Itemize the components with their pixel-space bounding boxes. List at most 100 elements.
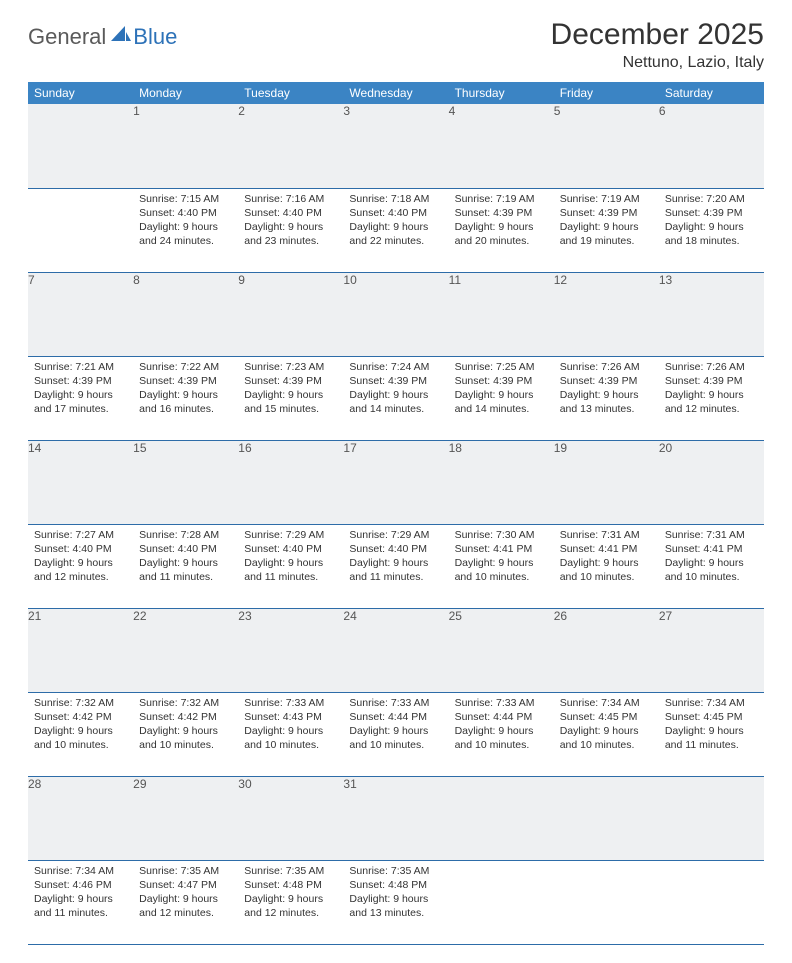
day-number-cell: 29 [133, 776, 238, 860]
day-number-cell: 9 [238, 272, 343, 356]
day-number-cell: 11 [449, 272, 554, 356]
day-number-cell: 1 [133, 104, 238, 188]
day-detail-text: Sunrise: 7:32 AMSunset: 4:42 PMDaylight:… [28, 693, 133, 759]
day-detail-cell: Sunrise: 7:33 AMSunset: 4:44 PMDaylight:… [343, 692, 448, 776]
day-number-cell [449, 776, 554, 860]
day-detail-row: Sunrise: 7:34 AMSunset: 4:46 PMDaylight:… [28, 860, 764, 944]
day-number-cell: 23 [238, 608, 343, 692]
day-number-row: 78910111213 [28, 272, 764, 356]
day-number-cell: 18 [449, 440, 554, 524]
day-detail-text: Sunrise: 7:29 AMSunset: 4:40 PMDaylight:… [343, 525, 448, 591]
day-number-cell: 14 [28, 440, 133, 524]
day-detail-cell: Sunrise: 7:27 AMSunset: 4:40 PMDaylight:… [28, 524, 133, 608]
day-number-cell: 7 [28, 272, 133, 356]
day-number-cell [659, 776, 764, 860]
calendar-table: SundayMondayTuesdayWednesdayThursdayFrid… [28, 82, 764, 945]
day-number-cell: 20 [659, 440, 764, 524]
day-detail-text: Sunrise: 7:35 AMSunset: 4:48 PMDaylight:… [238, 861, 343, 927]
day-detail-cell: Sunrise: 7:26 AMSunset: 4:39 PMDaylight:… [554, 356, 659, 440]
day-detail-cell: Sunrise: 7:19 AMSunset: 4:39 PMDaylight:… [449, 188, 554, 272]
day-detail-cell: Sunrise: 7:24 AMSunset: 4:39 PMDaylight:… [343, 356, 448, 440]
day-number-cell: 12 [554, 272, 659, 356]
day-detail-cell: Sunrise: 7:31 AMSunset: 4:41 PMDaylight:… [554, 524, 659, 608]
day-detail-text: Sunrise: 7:26 AMSunset: 4:39 PMDaylight:… [659, 357, 764, 423]
day-detail-text: Sunrise: 7:19 AMSunset: 4:39 PMDaylight:… [554, 189, 659, 255]
day-detail-text: Sunrise: 7:32 AMSunset: 4:42 PMDaylight:… [133, 693, 238, 759]
day-number-cell: 8 [133, 272, 238, 356]
day-detail-text: Sunrise: 7:33 AMSunset: 4:44 PMDaylight:… [343, 693, 448, 759]
day-detail-cell: Sunrise: 7:31 AMSunset: 4:41 PMDaylight:… [659, 524, 764, 608]
weekday-header: Saturday [659, 82, 764, 104]
day-number-row: 14151617181920 [28, 440, 764, 524]
day-detail-text: Sunrise: 7:34 AMSunset: 4:46 PMDaylight:… [28, 861, 133, 927]
day-detail-cell: Sunrise: 7:33 AMSunset: 4:43 PMDaylight:… [238, 692, 343, 776]
day-number-cell: 2 [238, 104, 343, 188]
day-number-cell: 28 [28, 776, 133, 860]
day-detail-text: Sunrise: 7:18 AMSunset: 4:40 PMDaylight:… [343, 189, 448, 255]
weekday-header: Friday [554, 82, 659, 104]
day-detail-cell: Sunrise: 7:33 AMSunset: 4:44 PMDaylight:… [449, 692, 554, 776]
day-number-cell: 19 [554, 440, 659, 524]
header: General Blue December 2025 Nettuno, Lazi… [28, 18, 764, 72]
brand-part1: General [28, 24, 106, 50]
day-detail-text: Sunrise: 7:35 AMSunset: 4:48 PMDaylight:… [343, 861, 448, 927]
day-detail-text: Sunrise: 7:15 AMSunset: 4:40 PMDaylight:… [133, 189, 238, 255]
day-number-cell: 27 [659, 608, 764, 692]
day-number-cell: 13 [659, 272, 764, 356]
day-number-cell: 4 [449, 104, 554, 188]
day-number-cell [28, 104, 133, 188]
day-detail-text: Sunrise: 7:34 AMSunset: 4:45 PMDaylight:… [554, 693, 659, 759]
day-detail-row: Sunrise: 7:15 AMSunset: 4:40 PMDaylight:… [28, 188, 764, 272]
day-number-cell: 3 [343, 104, 448, 188]
day-detail-cell: Sunrise: 7:29 AMSunset: 4:40 PMDaylight:… [238, 524, 343, 608]
weekday-header: Thursday [449, 82, 554, 104]
day-detail-cell: Sunrise: 7:35 AMSunset: 4:48 PMDaylight:… [343, 860, 448, 944]
day-detail-cell: Sunrise: 7:34 AMSunset: 4:46 PMDaylight:… [28, 860, 133, 944]
day-detail-cell: Sunrise: 7:15 AMSunset: 4:40 PMDaylight:… [133, 188, 238, 272]
day-number-row: 123456 [28, 104, 764, 188]
day-detail-cell: Sunrise: 7:23 AMSunset: 4:39 PMDaylight:… [238, 356, 343, 440]
day-detail-text: Sunrise: 7:27 AMSunset: 4:40 PMDaylight:… [28, 525, 133, 591]
day-number-cell: 22 [133, 608, 238, 692]
day-detail-text: Sunrise: 7:16 AMSunset: 4:40 PMDaylight:… [238, 189, 343, 255]
brand-logo: General Blue [28, 24, 177, 50]
day-detail-cell: Sunrise: 7:22 AMSunset: 4:39 PMDaylight:… [133, 356, 238, 440]
day-number-cell: 5 [554, 104, 659, 188]
day-number-cell: 21 [28, 608, 133, 692]
day-detail-cell: Sunrise: 7:35 AMSunset: 4:48 PMDaylight:… [238, 860, 343, 944]
day-detail-cell [449, 860, 554, 944]
day-detail-text: Sunrise: 7:26 AMSunset: 4:39 PMDaylight:… [554, 357, 659, 423]
day-detail-cell: Sunrise: 7:19 AMSunset: 4:39 PMDaylight:… [554, 188, 659, 272]
day-number-cell: 25 [449, 608, 554, 692]
day-detail-text: Sunrise: 7:35 AMSunset: 4:47 PMDaylight:… [133, 861, 238, 927]
day-detail-cell: Sunrise: 7:28 AMSunset: 4:40 PMDaylight:… [133, 524, 238, 608]
day-detail-cell: Sunrise: 7:34 AMSunset: 4:45 PMDaylight:… [554, 692, 659, 776]
day-number-cell: 24 [343, 608, 448, 692]
day-number-cell: 6 [659, 104, 764, 188]
day-detail-text: Sunrise: 7:30 AMSunset: 4:41 PMDaylight:… [449, 525, 554, 591]
day-number-cell: 31 [343, 776, 448, 860]
day-detail-row: Sunrise: 7:32 AMSunset: 4:42 PMDaylight:… [28, 692, 764, 776]
day-detail-text: Sunrise: 7:33 AMSunset: 4:43 PMDaylight:… [238, 693, 343, 759]
day-detail-text: Sunrise: 7:33 AMSunset: 4:44 PMDaylight:… [449, 693, 554, 759]
day-number-cell: 16 [238, 440, 343, 524]
day-detail-text: Sunrise: 7:24 AMSunset: 4:39 PMDaylight:… [343, 357, 448, 423]
day-number-cell: 30 [238, 776, 343, 860]
day-detail-cell: Sunrise: 7:25 AMSunset: 4:39 PMDaylight:… [449, 356, 554, 440]
day-detail-text: Sunrise: 7:34 AMSunset: 4:45 PMDaylight:… [659, 693, 764, 759]
day-detail-cell: Sunrise: 7:34 AMSunset: 4:45 PMDaylight:… [659, 692, 764, 776]
title-block: December 2025 Nettuno, Lazio, Italy [551, 18, 764, 72]
day-detail-row: Sunrise: 7:21 AMSunset: 4:39 PMDaylight:… [28, 356, 764, 440]
location: Nettuno, Lazio, Italy [551, 54, 764, 72]
day-detail-cell: Sunrise: 7:20 AMSunset: 4:39 PMDaylight:… [659, 188, 764, 272]
day-number-cell: 26 [554, 608, 659, 692]
day-number-row: 21222324252627 [28, 608, 764, 692]
day-detail-cell: Sunrise: 7:32 AMSunset: 4:42 PMDaylight:… [28, 692, 133, 776]
weekday-header-row: SundayMondayTuesdayWednesdayThursdayFrid… [28, 82, 764, 104]
day-detail-cell: Sunrise: 7:18 AMSunset: 4:40 PMDaylight:… [343, 188, 448, 272]
day-detail-cell: Sunrise: 7:16 AMSunset: 4:40 PMDaylight:… [238, 188, 343, 272]
day-detail-text: Sunrise: 7:20 AMSunset: 4:39 PMDaylight:… [659, 189, 764, 255]
weekday-header: Tuesday [238, 82, 343, 104]
day-detail-cell [554, 860, 659, 944]
day-detail-cell [659, 860, 764, 944]
